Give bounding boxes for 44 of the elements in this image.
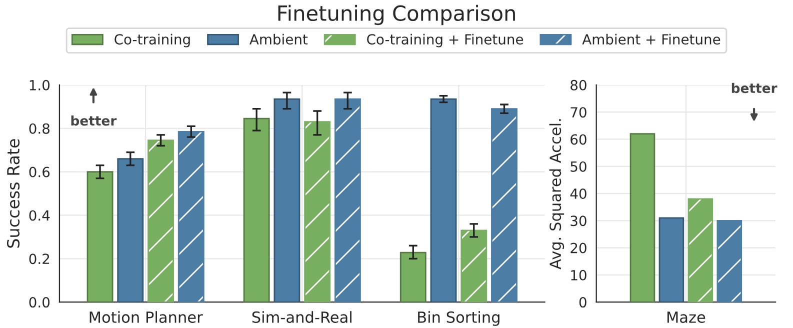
legend-label: Ambient + Finetune (582, 34, 720, 45)
bar (491, 108, 518, 302)
y-tick-label: 20 (570, 242, 586, 254)
legend-label: Co-training + Finetune (367, 34, 524, 48)
y-tick-label: 10 (571, 270, 586, 280)
y-tick-label: 1.0 (30, 80, 50, 90)
bar (460, 230, 488, 302)
x-tick-label: Bin Sorting (418, 311, 500, 326)
bar (334, 98, 361, 302)
bar (430, 98, 457, 302)
y-tick-label: 30 (570, 216, 586, 226)
y-tick-label: 0.8 (29, 123, 50, 134)
bar (148, 140, 174, 302)
y-tick-label: 0.0 (29, 297, 50, 308)
bar (178, 130, 204, 302)
y-tick-label: 0.6 (29, 166, 50, 178)
bar (716, 220, 742, 302)
bar (117, 158, 144, 302)
bar (400, 252, 426, 302)
x-tick-label: Maze (667, 312, 706, 323)
bar (86, 171, 114, 302)
y-axis-title: Success Rate (6, 139, 20, 248)
bar (630, 133, 656, 302)
annotation: better (732, 82, 778, 94)
bar (658, 217, 684, 302)
y-axis-title: Avg. Squared Accel. (549, 119, 564, 270)
legend-label: Co-training (114, 34, 190, 48)
x-tick-label: Motion Planner (90, 311, 203, 323)
y-tick-label: 0.2 (29, 254, 50, 264)
bar (688, 198, 714, 302)
y-tick-label: 50 (570, 161, 586, 172)
bar (304, 121, 331, 302)
y-tick-label: 0 (579, 297, 586, 308)
y-tick-label: 60 (570, 134, 586, 145)
legend-label: Ambient (250, 34, 308, 45)
annotation: better (71, 115, 117, 126)
y-tick-label: 70 (570, 107, 586, 118)
bar (243, 118, 270, 302)
x-tick-label: Sim-and-Real (252, 311, 352, 323)
y-tick-label: 80 (570, 80, 586, 90)
y-tick-label: 0.4 (29, 210, 50, 221)
bar (274, 98, 300, 302)
y-tick-label: 40 (570, 188, 586, 199)
chart-title: Finetuning Comparison (278, 4, 515, 26)
